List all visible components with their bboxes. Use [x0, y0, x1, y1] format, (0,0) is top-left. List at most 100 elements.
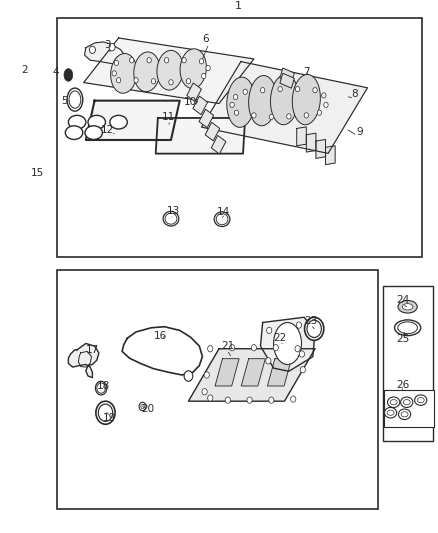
- Bar: [57, 270, 378, 508]
- Text: 13: 13: [166, 206, 180, 216]
- Bar: [193, 96, 208, 115]
- Ellipse shape: [184, 371, 193, 381]
- Polygon shape: [297, 127, 306, 146]
- Bar: [280, 73, 294, 88]
- Ellipse shape: [165, 213, 177, 224]
- Text: 1: 1: [235, 2, 242, 12]
- Ellipse shape: [388, 397, 400, 407]
- Ellipse shape: [182, 58, 186, 63]
- Polygon shape: [268, 359, 291, 386]
- Text: 26: 26: [397, 381, 410, 391]
- Ellipse shape: [401, 411, 408, 417]
- Ellipse shape: [243, 89, 247, 94]
- Text: 15: 15: [31, 168, 44, 178]
- Ellipse shape: [68, 115, 86, 129]
- Ellipse shape: [267, 327, 272, 334]
- Ellipse shape: [199, 59, 204, 64]
- Ellipse shape: [64, 69, 73, 81]
- Ellipse shape: [387, 410, 394, 415]
- Ellipse shape: [324, 102, 328, 108]
- Ellipse shape: [208, 395, 213, 401]
- Ellipse shape: [234, 110, 239, 115]
- Ellipse shape: [287, 114, 291, 119]
- Bar: [211, 135, 226, 154]
- Text: 18: 18: [97, 382, 110, 392]
- Ellipse shape: [97, 383, 106, 393]
- Text: 2: 2: [21, 64, 28, 75]
- Ellipse shape: [317, 110, 321, 115]
- Text: 20: 20: [142, 404, 155, 414]
- Polygon shape: [316, 140, 325, 158]
- Text: 6: 6: [203, 34, 209, 44]
- Ellipse shape: [109, 44, 115, 51]
- Ellipse shape: [296, 322, 301, 328]
- Text: 5: 5: [61, 95, 67, 106]
- Text: 23: 23: [304, 317, 317, 327]
- Ellipse shape: [261, 87, 265, 93]
- Ellipse shape: [399, 409, 411, 419]
- Text: 12: 12: [101, 125, 114, 134]
- Text: 16: 16: [153, 330, 167, 341]
- Ellipse shape: [65, 126, 83, 140]
- Ellipse shape: [321, 93, 326, 98]
- Ellipse shape: [151, 79, 155, 84]
- Ellipse shape: [269, 397, 274, 403]
- Text: 11: 11: [162, 112, 175, 122]
- Ellipse shape: [269, 114, 274, 119]
- Ellipse shape: [251, 344, 257, 351]
- Polygon shape: [201, 62, 367, 154]
- Ellipse shape: [134, 78, 138, 83]
- Ellipse shape: [111, 53, 137, 93]
- Ellipse shape: [249, 76, 277, 126]
- Ellipse shape: [134, 52, 160, 92]
- Ellipse shape: [417, 398, 424, 403]
- Bar: [383, 286, 433, 440]
- Ellipse shape: [395, 320, 421, 336]
- Ellipse shape: [295, 86, 300, 92]
- Ellipse shape: [304, 317, 324, 341]
- Ellipse shape: [270, 75, 299, 125]
- Ellipse shape: [98, 404, 113, 422]
- Ellipse shape: [278, 86, 283, 92]
- Bar: [280, 68, 294, 83]
- Ellipse shape: [225, 397, 230, 403]
- Polygon shape: [188, 349, 315, 401]
- Ellipse shape: [202, 389, 207, 395]
- Ellipse shape: [216, 214, 228, 225]
- Ellipse shape: [214, 212, 230, 227]
- Polygon shape: [306, 133, 316, 152]
- Text: 25: 25: [397, 334, 410, 344]
- Polygon shape: [68, 343, 99, 377]
- Ellipse shape: [164, 58, 169, 63]
- Ellipse shape: [88, 115, 106, 129]
- Text: 19: 19: [103, 413, 117, 423]
- Ellipse shape: [227, 77, 255, 127]
- Text: 3: 3: [104, 39, 111, 50]
- Ellipse shape: [401, 397, 413, 407]
- Ellipse shape: [89, 46, 95, 53]
- Ellipse shape: [116, 56, 122, 64]
- Ellipse shape: [403, 400, 410, 405]
- Ellipse shape: [230, 344, 235, 351]
- Ellipse shape: [292, 75, 320, 125]
- Ellipse shape: [85, 126, 102, 140]
- Polygon shape: [85, 42, 125, 64]
- Ellipse shape: [313, 87, 317, 93]
- Ellipse shape: [180, 49, 206, 88]
- Ellipse shape: [299, 351, 304, 357]
- Polygon shape: [261, 317, 315, 372]
- Ellipse shape: [141, 405, 145, 408]
- Ellipse shape: [307, 320, 321, 337]
- Ellipse shape: [403, 304, 413, 310]
- Text: 14: 14: [217, 207, 230, 217]
- Ellipse shape: [169, 79, 173, 85]
- Ellipse shape: [95, 381, 107, 395]
- Bar: [57, 18, 422, 257]
- Polygon shape: [215, 359, 239, 386]
- Ellipse shape: [390, 400, 397, 405]
- Ellipse shape: [147, 58, 151, 63]
- Ellipse shape: [247, 397, 252, 403]
- Ellipse shape: [230, 102, 234, 108]
- Text: 8: 8: [351, 90, 358, 99]
- Ellipse shape: [252, 112, 256, 118]
